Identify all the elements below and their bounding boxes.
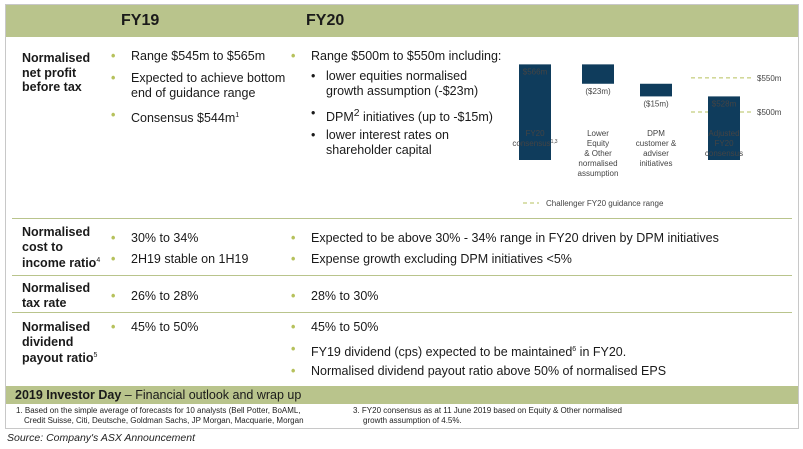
fy19-cti-2h19: • 2H19 stable on 1H19 xyxy=(111,252,249,266)
waterfall-category-label: assumption xyxy=(578,169,619,178)
fy20-div-payout: • Normalised dividend payout ratio above … xyxy=(291,364,667,378)
cti-label: Normalised cost to income ratio4 xyxy=(22,225,100,271)
div-label-line: dividend xyxy=(22,334,74,349)
waterfall-category-label: FY20 xyxy=(714,139,734,148)
fy19-tax-range: • 26% to 28% xyxy=(111,289,199,303)
waterfall-bar-3 xyxy=(640,83,672,97)
tax-label: Normalised tax rate xyxy=(22,281,90,310)
cti-label-line: Normalised xyxy=(22,225,91,239)
npbt-label-line: Normalised xyxy=(22,51,91,65)
fy19-npbt-range: • Range $545m to $565m xyxy=(111,49,266,63)
fy19-div-range: • 45% to 50% xyxy=(111,320,199,334)
waterfall-bar-4 xyxy=(708,96,740,160)
waterfall-category-label: FY20 xyxy=(525,129,545,138)
waterfall-category-label: Adjusted xyxy=(708,129,739,138)
footnote-line: Credit Suisse, Citi, Deutsche, Goldman S… xyxy=(24,416,304,425)
waterfall-category-label: Lower xyxy=(587,129,609,138)
waterfall-bar-2 xyxy=(582,64,614,84)
fy20-cti-expense: • Expense growth excluding DPM initiative… xyxy=(291,252,572,266)
waterfall-category-label: & Other xyxy=(584,149,612,158)
fy20-div-range: • 45% to 50% xyxy=(291,320,379,334)
header-band: FY19 FY20 xyxy=(6,5,798,37)
fy20-tax-range: • 28% to 30% xyxy=(291,289,379,303)
footer-title: 2019 Investor Day – Financial outlook an… xyxy=(15,388,302,402)
fy20-npbt-sub-dpm: DPM2 initiatives (up to -$15m) xyxy=(311,106,493,125)
footnote-3: 3. FY20 consensus as at 11 June 2019 bas… xyxy=(353,406,622,426)
waterfall-value-label: $566m xyxy=(523,67,548,76)
div-label: Normalised dividend payout ratio5 xyxy=(22,320,97,366)
fy19-npbt-consensus: • Consensus $544m1 xyxy=(111,108,240,126)
slide: FY19 FY20 Normalised net profit before t… xyxy=(5,4,799,429)
npbt-label: Normalised net profit before tax xyxy=(22,51,90,95)
cti-label-line: income ratio4 xyxy=(22,256,101,271)
source-caption: Source: Company's ASX Announcement xyxy=(7,432,195,444)
waterfall-value-label: $528m xyxy=(712,99,737,108)
waterfall-category-label: DPM xyxy=(647,129,665,138)
row-divider xyxy=(12,275,792,276)
guidance-label: $550m xyxy=(757,74,782,83)
tax-label-line: tax rate xyxy=(22,295,67,310)
waterfall-category-label: customer & xyxy=(636,139,677,148)
footnote-line: 1. Based on the simple average of foreca… xyxy=(16,406,301,415)
consensus-waterfall-chart: $550m$500m$566m($23m)($15m) $528mFY20cons… xyxy=(512,64,782,208)
fy19-npbt-expected: • Expected to achieve bottom end of guidan… xyxy=(111,71,286,100)
fy20-heading: FY20 xyxy=(306,12,345,29)
npbt-label-line: before tax xyxy=(22,80,82,94)
fy20-cti-expected: • Expected to be above 30% - 34% range in… xyxy=(291,231,719,245)
waterfall-category-label: initiatives xyxy=(640,159,673,168)
waterfall-category-label: adviser xyxy=(643,149,669,158)
waterfall-category-label: consensus xyxy=(705,149,743,158)
footnote-line: 3. FY20 consensus as at 11 June 2019 bas… xyxy=(353,406,622,415)
fy19-cti-range: • 30% to 34% xyxy=(111,231,199,245)
footnote-1: 1. Based on the simple average of foreca… xyxy=(16,406,304,426)
fy19-heading: FY19 xyxy=(121,12,160,29)
fy20-div-maintained: • FY19 dividend (cps) expected to be main… xyxy=(291,342,627,360)
row-divider xyxy=(12,218,792,219)
footer-band: 2019 Investor Day – Financial outlook an… xyxy=(6,386,798,404)
waterfall-category-label: consensus1,3 xyxy=(512,139,557,148)
row-divider xyxy=(12,312,792,313)
waterfall-category-label: normalised xyxy=(578,159,617,168)
footnote-line: growth assumption of 4.5%. xyxy=(363,416,462,425)
waterfall-bar-1 xyxy=(519,64,551,160)
waterfall-value-label: ($15m) xyxy=(643,99,669,108)
legend-label: Challenger FY20 guidance range xyxy=(546,199,664,208)
cti-label-line: cost to xyxy=(22,239,63,254)
div-label-line: payout ratio5 xyxy=(22,351,98,366)
guidance-label: $500m xyxy=(757,108,782,117)
npbt-label-line: net profit xyxy=(22,65,77,80)
div-label-line: Normalised xyxy=(22,320,91,334)
fy20-npbt-range: • Range $500m to $550m including: xyxy=(291,49,502,63)
waterfall-value-label: ($23m) xyxy=(585,87,611,96)
waterfall-category-label: Equity xyxy=(587,139,609,148)
tax-label-line: Normalised xyxy=(22,281,91,295)
